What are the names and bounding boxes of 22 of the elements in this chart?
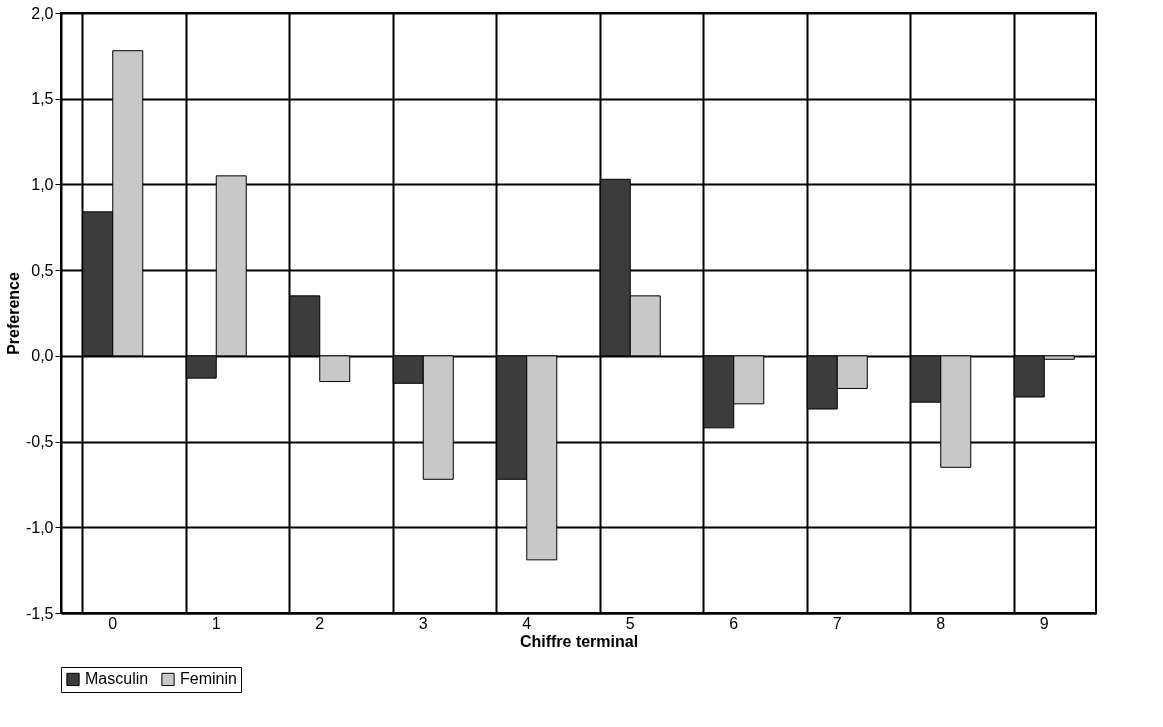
y-tick-label: -1,0	[25, 518, 54, 536]
x-tick-label: 2	[315, 614, 325, 632]
y-tick-label: 0,0	[31, 347, 54, 365]
y-axis-title: Preference	[4, 272, 22, 355]
y-tick-label: 2,0	[31, 4, 54, 22]
y-tick-label: 1,5	[31, 90, 54, 108]
x-tick-label: 6	[729, 614, 739, 632]
x-tick-label: 9	[1039, 614, 1049, 632]
x-tick-label: 3	[418, 614, 428, 632]
y-tick-label: 1,0	[31, 175, 54, 193]
x-tick-label: 1	[211, 614, 221, 632]
legend-label: Masculin	[85, 670, 149, 688]
legend-label: Feminin	[180, 670, 237, 688]
y-tick-label: -1,5	[25, 604, 54, 622]
x-axis-title: Chiffre terminal	[519, 632, 639, 650]
y-tick-label: 0,5	[31, 261, 54, 279]
x-tick-label: 5	[625, 614, 635, 632]
x-tick-label: 4	[522, 614, 532, 632]
x-tick-label: 0	[108, 614, 118, 632]
y-tick-label: -0,5	[25, 433, 54, 451]
x-tick-label: 7	[832, 614, 842, 632]
x-tick-label: 8	[936, 614, 946, 632]
